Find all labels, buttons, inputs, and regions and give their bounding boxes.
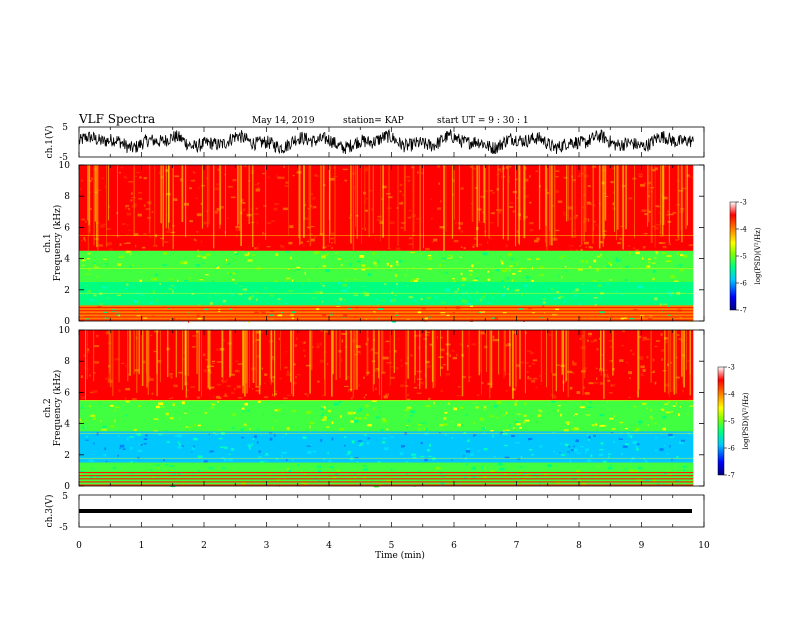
ch2-spectrogram-yticks: 0 2 4 6 8 10 <box>59 326 704 492</box>
x-tick-label: 8 <box>576 541 582 551</box>
colorbar-tick-label: -3 <box>740 199 747 207</box>
ch1-spectrogram-panel: 0 2 4 6 8 10 ch.1 Frequency (kHz) <box>43 161 705 327</box>
ch1-ytick-bottom: -5 <box>59 153 68 163</box>
ch1-spectrogram-ylabel-freq: Frequency (kHz) <box>52 205 63 282</box>
colorbar-tick-label: -7 <box>740 307 747 315</box>
x-tick-label: 10 <box>698 541 710 551</box>
ch3-ytick-bottom: -5 <box>59 523 68 533</box>
y-tick-label: 8 <box>64 357 70 367</box>
spectrogram-band <box>79 165 694 251</box>
ch1-ytick-top: 5 <box>62 123 68 133</box>
ch1-waveform-line <box>78 128 694 155</box>
ch3-waveform-ylabel: ch.3(V) <box>44 495 55 528</box>
ch1-colorbar-label: log(PSD)(V²/Hz) <box>754 227 762 284</box>
ch1-waveform-panel: 5 -5 ch.1(V) <box>44 123 705 163</box>
ch1-spectrogram-yticks: 0 2 4 6 8 10 <box>59 161 704 327</box>
y-tick-label: 2 <box>64 286 70 296</box>
x-tick-label: 1 <box>139 541 145 551</box>
figure-title: VLF Spectra <box>78 112 155 126</box>
ch1-spectrogram-ylabel-channel: ch.1 <box>43 233 53 252</box>
colorbar-tick-label: -3 <box>728 364 735 372</box>
ch1-waveform-ylabel: ch.1(V) <box>44 126 55 159</box>
x-tick-label: 5 <box>389 541 395 551</box>
colorbar-tick-label: -6 <box>740 280 747 288</box>
colorbar-tick-label: -5 <box>728 418 735 426</box>
x-tick-label: 9 <box>639 541 645 551</box>
ch1-spectrogram-image <box>79 165 704 323</box>
header-station: station= KAP <box>343 116 404 126</box>
header-date: May 14, 2019 <box>252 116 315 126</box>
y-tick-label: 4 <box>64 255 70 265</box>
colorbar-tick-label: -7 <box>728 472 735 480</box>
y-tick-label: 0 <box>64 317 70 327</box>
ch2-colorbar: -3 -4 -5 -6 -7 log(PSD)(V²/Hz) <box>717 364 750 480</box>
y-tick-label: 4 <box>64 420 70 430</box>
x-tick-label: 2 <box>201 541 207 551</box>
ch3-waveform-line <box>79 509 692 513</box>
y-tick-label: 2 <box>64 451 70 461</box>
colorbar-tick-label: -5 <box>740 253 747 261</box>
y-tick-label: 6 <box>64 223 70 233</box>
ch3-waveform-panel: 5 -5 ch.3(V) <box>44 492 705 533</box>
x-axis-tick-labels: 0 1 2 3 4 5 6 7 8 9 10 <box>76 541 710 551</box>
ch2-spectrogram-ylabel-channel: ch.2 <box>43 398 53 417</box>
colorbar-tick-label: -6 <box>728 445 735 453</box>
x-tick-label: 4 <box>326 541 332 551</box>
x-tick-label: 6 <box>451 541 457 551</box>
ch2-colorbar-label: log(PSD)(V²/Hz) <box>742 392 750 449</box>
x-axis-ticks <box>78 127 705 527</box>
x-axis-label: Time (min) <box>375 550 425 561</box>
x-tick-label: 3 <box>264 541 270 551</box>
spectrogram-band <box>79 462 694 486</box>
y-tick-label: 10 <box>59 326 71 336</box>
ch2-spectrogram-ylabel-freq: Frequency (kHz) <box>52 370 63 447</box>
ch2-spectrogram-image <box>79 330 704 488</box>
ch1-colorbar: -3 -4 -5 -6 -7 log(PSD)(V²/Hz) <box>729 199 762 315</box>
y-tick-label: 10 <box>59 161 71 171</box>
ch3-ytick-top: 5 <box>62 492 68 502</box>
header-start-time: start UT = 9 : 30 : 1 <box>437 116 529 126</box>
colorbar-tick-label: -4 <box>740 226 747 234</box>
ch2-spectrogram-panel: 0 2 4 6 8 10 ch.2 Frequency (kHz) <box>43 326 705 492</box>
colorbar-tick-label: -4 <box>728 391 735 399</box>
x-tick-label: 7 <box>514 541 520 551</box>
y-tick-label: 8 <box>64 192 70 202</box>
y-tick-label: 6 <box>64 388 70 398</box>
x-tick-label: 0 <box>76 541 82 551</box>
y-tick-label: 0 <box>64 482 70 492</box>
spectrogram-band <box>79 282 694 306</box>
